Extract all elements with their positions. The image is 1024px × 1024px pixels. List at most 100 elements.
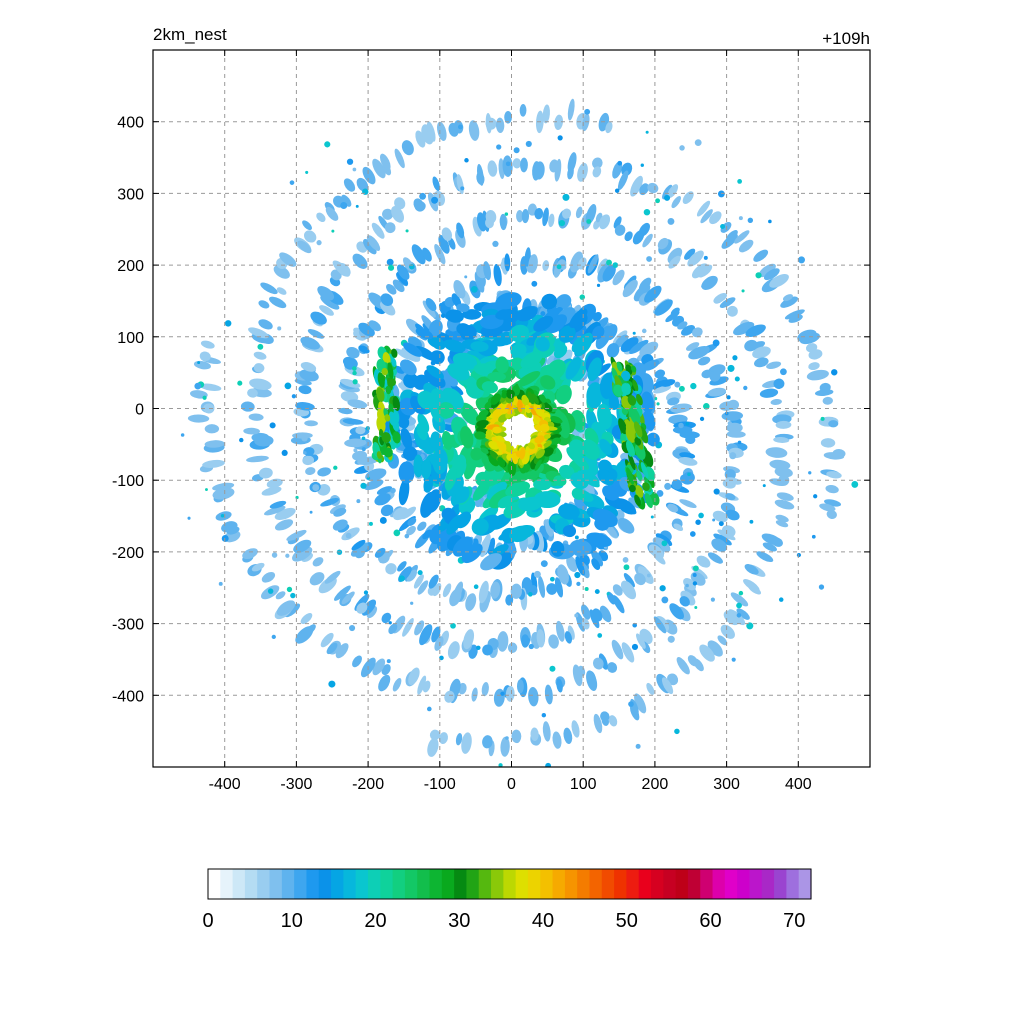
east-band-cell [636, 393, 643, 406]
core-cell [571, 453, 590, 470]
convective-cell [267, 588, 274, 594]
rainband-cell [686, 342, 700, 351]
rainband-cell [386, 284, 397, 295]
rainband-cell [471, 687, 478, 702]
rainband-cell [253, 351, 267, 360]
rainband-cell [613, 216, 622, 229]
core-cell [480, 553, 502, 571]
convective-cell [584, 108, 591, 115]
colorbar-swatch [466, 869, 480, 899]
rainband-cell [307, 329, 325, 339]
rainband-cell [326, 642, 338, 655]
core-cell [559, 464, 575, 480]
rainband-cell [248, 413, 264, 421]
convective-cell [187, 516, 191, 520]
rainband-cell [438, 732, 449, 745]
east-band-cell [621, 407, 629, 416]
convective-cell [643, 208, 651, 216]
convective-cell [271, 634, 276, 640]
rainband-cell [667, 503, 679, 513]
rainband-cell [439, 370, 458, 387]
convective-cell [738, 216, 743, 221]
rainband-cell [554, 114, 564, 131]
rainband-cell [447, 383, 464, 396]
rainband-cell [381, 612, 392, 624]
convective-cell [646, 256, 652, 262]
rainband-cell [297, 240, 312, 254]
rainband-cell [782, 294, 793, 302]
west-band-cell [388, 411, 396, 426]
rainband-cell [312, 557, 324, 567]
rainband-cell [419, 624, 433, 646]
convective-cell [352, 370, 357, 376]
rainband-cell [455, 733, 463, 746]
convective-cell [656, 490, 664, 497]
rainband-cell [394, 197, 406, 210]
reflectivity-field [180, 98, 859, 767]
rainband-cell [711, 538, 728, 552]
rainband-cell [620, 580, 637, 600]
west-band-cell [392, 396, 400, 411]
rainband-cell [571, 720, 580, 738]
rainband-cell [246, 455, 269, 463]
rainband-cell [292, 546, 313, 562]
convective-cell [622, 557, 629, 563]
y-tick-label: -200 [112, 545, 144, 562]
eyewall-cell [550, 415, 562, 422]
rainband-cell [333, 507, 347, 517]
convective-cell [689, 531, 696, 537]
convective-cell [427, 706, 432, 712]
rainband-cell [302, 220, 312, 231]
rainband-cell [820, 438, 836, 448]
rainband-cell [342, 418, 364, 425]
convective-cell [290, 592, 296, 599]
rainband-cell [417, 580, 429, 595]
rainband-cell [406, 525, 416, 536]
rainband-cell [482, 735, 493, 749]
convective-cell [678, 385, 685, 392]
rainband-cell [679, 431, 700, 439]
colorbar-frame [207, 868, 812, 900]
rainband-cell [426, 121, 436, 142]
convective-cell [257, 343, 264, 350]
rainband-cell [340, 378, 361, 388]
rainband-cell [269, 296, 287, 309]
colorbar-swatch [798, 869, 812, 899]
rainband-cell [204, 424, 220, 434]
colorbar-swatch [761, 869, 775, 899]
rainband-cell [654, 369, 666, 379]
convective-cell [655, 198, 661, 204]
core-cell [416, 422, 428, 441]
core-cell [556, 384, 572, 405]
rainband-cell [261, 571, 276, 583]
rainband-cell [374, 547, 386, 558]
rainband-cell [258, 300, 270, 309]
convective-cell [574, 571, 581, 579]
rainband-cell [536, 629, 545, 648]
convective-cell [736, 612, 742, 618]
convective-cell [712, 518, 716, 522]
rainband-cell [552, 731, 562, 749]
rainband-cell [611, 639, 624, 660]
convective-cell [614, 188, 620, 193]
convective-cell [780, 368, 787, 376]
colorbar-swatch [257, 869, 271, 899]
core-cell [571, 539, 586, 557]
core-cell [413, 454, 424, 478]
rainband-cell [773, 437, 790, 443]
convective-cell [727, 364, 735, 372]
core-cell [402, 342, 423, 357]
convective-cell [574, 613, 579, 618]
rainband-cell [676, 657, 690, 675]
rainband-cell [828, 420, 839, 428]
rainband-cell [300, 336, 321, 350]
rainband-cell [618, 517, 635, 534]
rainband-cell [607, 662, 618, 673]
rainband-cell [242, 548, 258, 560]
core-cell [472, 480, 491, 501]
convective-cell [623, 564, 630, 571]
rainband-cell [340, 391, 359, 403]
rainband-cell [363, 239, 377, 255]
rainband-cell [411, 244, 426, 265]
rainband-cell [667, 397, 680, 406]
